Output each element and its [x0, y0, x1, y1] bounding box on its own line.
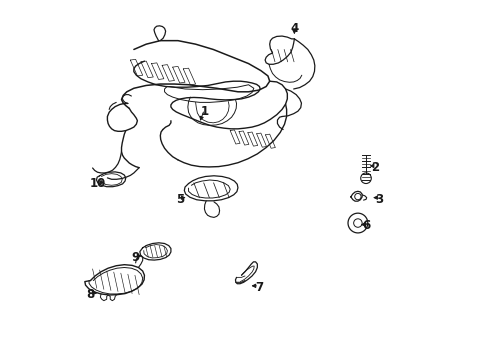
Text: 2: 2: [371, 161, 380, 174]
Text: 4: 4: [290, 22, 298, 35]
Text: 7: 7: [255, 281, 263, 294]
Text: 1: 1: [200, 105, 208, 118]
Text: 8: 8: [86, 288, 95, 301]
Text: 6: 6: [363, 219, 371, 232]
Text: 9: 9: [131, 251, 140, 264]
Text: 5: 5: [175, 193, 184, 206]
Text: 10: 10: [89, 177, 106, 190]
Text: 3: 3: [375, 193, 383, 206]
